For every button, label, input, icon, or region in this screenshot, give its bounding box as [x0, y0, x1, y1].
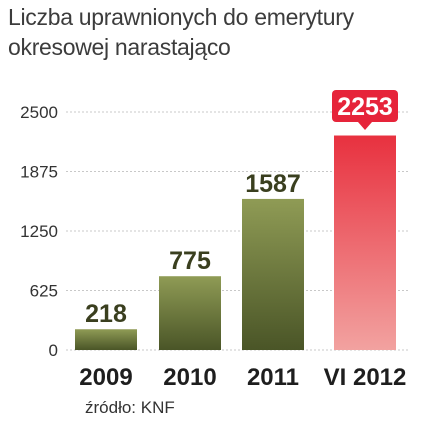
y-tick-label: 0 [49, 341, 58, 360]
data-label: 218 [85, 300, 127, 328]
x-axis-ticks: 2009 2010 2011 VI 2012 [79, 364, 406, 391]
y-tick-label: 625 [30, 282, 58, 301]
x-tick-label: 2010 [163, 364, 216, 391]
bars [75, 135, 396, 350]
data-label: 775 [169, 247, 211, 275]
bar [242, 198, 304, 350]
x-tick-label: 2011 [247, 364, 299, 391]
y-tick-label: 1875 [20, 163, 58, 182]
bar [159, 276, 221, 350]
chart-title: Liczba uprawnionych do emerytury okresow… [8, 2, 418, 62]
chart-title-line-1: Liczba uprawnionych do emerytury [8, 4, 354, 30]
y-tick-label: 2500 [20, 103, 58, 122]
data-label: 2253 [337, 93, 393, 121]
chart-title-line-2: okresowej narastająco [8, 34, 231, 60]
x-tick-label: VI 2012 [324, 364, 407, 391]
data-labels: 218 775 1587 2253 [85, 90, 398, 328]
bar [75, 329, 137, 350]
source-note: źródło: KNF [85, 398, 175, 417]
y-axis-ticks: 0 625 1250 1875 2500 [20, 103, 58, 360]
highlight-label-badge [332, 90, 398, 122]
highlight-label-pointer [358, 122, 372, 130]
x-tick-label: 2009 [79, 364, 132, 391]
y-tick-label: 1250 [20, 222, 58, 241]
data-label: 1587 [245, 170, 301, 198]
bar [334, 135, 396, 350]
